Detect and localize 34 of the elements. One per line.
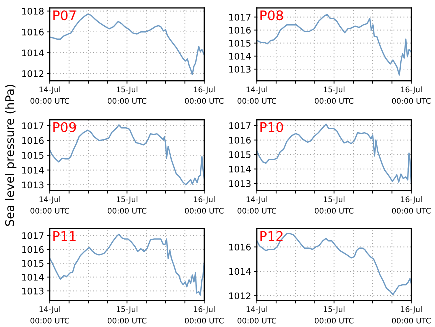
y-tick-label: 1016 [230,137,251,144]
y-tick-label: 1014 [230,53,252,60]
y-tick-label: 1017 [230,14,251,21]
y-tick-label: 1014 [22,274,44,281]
y-axis-title: Sea level pressure (hPa) [5,85,17,226]
chart-title: P11 [54,231,76,242]
y-tick-label: 1016 [22,137,44,144]
y-tick-label: 1014 [230,268,252,276]
y-tick-label: 1013 [230,180,251,188]
chart-title: P12 [260,231,283,242]
y-tick-label: 1016 [22,246,44,254]
y-tick-label: 1013 [22,288,44,295]
y-tick-label: 1015 [22,260,44,268]
y-tick-label: 1014 [230,166,252,173]
y-tick-label: 1017 [22,232,44,240]
y-tick-label: 1018 [22,8,44,15]
y-tick-label: 1017 [230,122,251,130]
y-tick-label: 1017 [22,122,44,130]
chart-title: P09 [54,122,76,132]
y-tick-label: 1013 [22,182,44,189]
y-tick-label: 1012 [22,70,44,78]
y-tick-label: 1013 [230,66,251,73]
y-tick-label: 1016 [230,244,251,251]
y-tick-label: 1014 [22,167,44,174]
y-tick-label: 1016 [22,28,44,36]
y-tick-label: 1012 [230,292,251,300]
y-tick-label: 1016 [230,27,251,34]
y-tick-label: 1015 [22,152,44,160]
y-tick-label: 1015 [230,151,251,158]
y-tick-label: 1015 [230,40,251,47]
y-tick-label: 1014 [22,50,44,57]
chart-title: P07 [54,10,76,21]
chart-title: P10 [260,122,284,132]
chart-title: P08 [260,10,284,21]
